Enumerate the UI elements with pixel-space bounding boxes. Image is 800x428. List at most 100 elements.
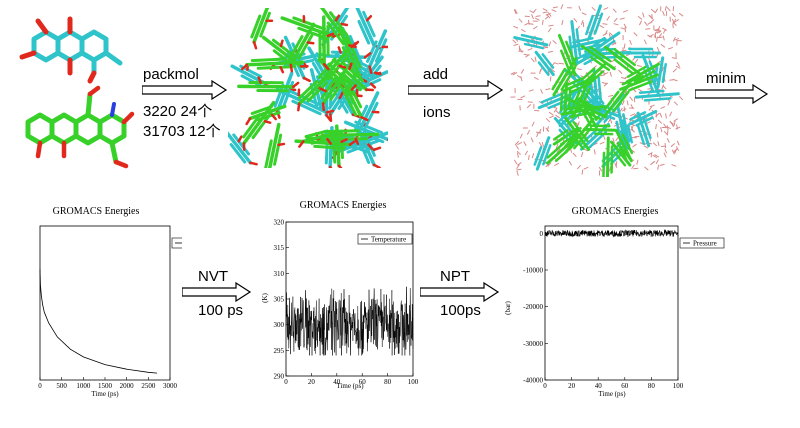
water-molecule: [647, 152, 653, 156]
x-tick-label: 80: [648, 382, 656, 390]
water-molecule: [580, 151, 584, 157]
molecule-fragment: [250, 8, 274, 50]
water-molecule: [602, 32, 608, 36]
molecule-fragment: [625, 62, 660, 84]
water-molecule: [615, 136, 620, 142]
molecule-fragment: [337, 72, 369, 122]
x-tick-label: 0: [284, 378, 288, 386]
water-molecule: [536, 132, 539, 138]
packmol-label: packmol: [143, 66, 199, 83]
water-molecule: [663, 152, 667, 158]
potential-energy-chart: GROMACS Energies Time (ps) 0 500 1000 1500 2…: [38, 206, 182, 398]
x-tick-label: 20: [308, 378, 316, 386]
water-molecule: [539, 68, 542, 75]
y-tick-label: 0: [540, 230, 544, 238]
water-molecule: [572, 152, 577, 158]
molecule-fragment: [634, 89, 680, 102]
water-molecule: [674, 38, 680, 41]
temperature-series-line: [285, 286, 414, 356]
water-molecule: [621, 100, 625, 106]
water-molecule: [530, 137, 534, 143]
water-molecule: [649, 14, 653, 20]
water-molecule: [672, 36, 676, 42]
water-molecule: [541, 19, 544, 25]
water-molecule: [534, 56, 537, 62]
water-molecule: [634, 58, 639, 64]
water-molecule: [523, 141, 527, 147]
water-molecule: [629, 96, 634, 101]
water-molecule: [673, 120, 676, 127]
water-molecule: [621, 49, 627, 52]
water-molecule: [636, 64, 642, 68]
y-tick-label: -20000: [523, 303, 543, 311]
water-molecule: [619, 17, 625, 20]
water-molecule: [665, 113, 667, 119]
water-molecule: [660, 127, 663, 133]
molecule-fragment: [245, 104, 287, 126]
water-molecule: [656, 46, 660, 52]
x-tick-label: 100: [673, 382, 684, 390]
water-molecule: [561, 20, 564, 26]
y-tick-label: 290: [274, 373, 285, 381]
water-molecule: [542, 11, 548, 14]
water-molecule: [669, 111, 673, 117]
molecule-fragment: [562, 75, 597, 94]
water-molecule: [573, 18, 578, 23]
water-molecule: [516, 168, 522, 171]
nvt-duration: 100 ps: [198, 302, 244, 319]
water-molecule: [525, 54, 530, 58]
water-molecule: [633, 32, 638, 37]
water-molecule: [678, 12, 684, 17]
molecule-fragment: [332, 124, 348, 168]
water-molecule: [629, 39, 632, 45]
water-molecule: [560, 4, 564, 10]
water-molecule: [611, 41, 617, 46]
water-molecule: [576, 68, 582, 71]
water-molecule: [545, 12, 551, 16]
water-molecule: [545, 163, 550, 168]
water-molecule: [650, 8, 656, 13]
water-molecule: [657, 141, 660, 147]
water-molecule: [653, 32, 657, 38]
water-molecule: [666, 126, 672, 130]
x-tick-label: 60: [359, 378, 367, 386]
water-molecule: [676, 140, 680, 146]
water-molecule: [672, 68, 678, 73]
water-molecule: [545, 127, 550, 132]
water-molecule: [624, 90, 628, 96]
water-molecule: [656, 30, 662, 34]
x-tick-label: 40: [595, 382, 603, 390]
water-molecule: [531, 153, 535, 159]
water-molecule: [548, 111, 554, 116]
temperature-chart: GROMACS Energies (K) Time (ps) 0 20 40 60 80…: [261, 200, 419, 390]
water-molecule: [659, 163, 665, 167]
molecule-fragment: [297, 72, 333, 112]
x-tick-label: 1500: [98, 382, 113, 390]
water-molecule: [642, 12, 645, 18]
water-molecule: [671, 164, 677, 167]
water-molecule: [607, 117, 612, 123]
water-molecule: [643, 39, 647, 45]
water-molecule: [555, 110, 560, 115]
nvt-label: NVT: [198, 268, 228, 285]
water-molecule: [649, 19, 655, 24]
chart-title: GROMACS Energies: [300, 200, 387, 211]
water-molecule: [583, 166, 589, 170]
water-molecule: [675, 146, 680, 152]
water-molecule: [552, 6, 558, 9]
water-molecule: [520, 69, 525, 74]
water-molecule: [510, 71, 516, 75]
y-tick-label: 310: [274, 270, 285, 278]
water-molecule: [649, 33, 654, 38]
y-axis-label: (K): [261, 292, 269, 302]
water-molecule: [664, 5, 667, 11]
water-molecule: [623, 43, 626, 49]
water-molecule: [556, 148, 561, 153]
water-molecule: [609, 71, 612, 77]
molecule-fragment: [582, 124, 617, 136]
water-molecule: [580, 19, 584, 25]
arrow-right-icon: [695, 84, 769, 104]
arrow-right-icon: [142, 80, 228, 100]
x-tick-label: 1000: [76, 382, 91, 390]
water-molecule: [532, 25, 538, 30]
